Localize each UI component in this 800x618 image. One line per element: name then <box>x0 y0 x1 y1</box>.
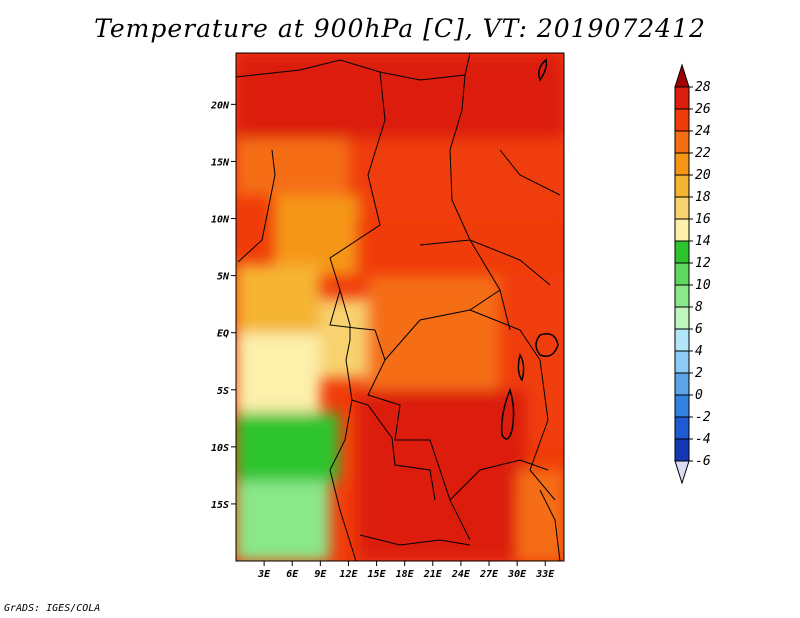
colorbar-label: 6 <box>695 322 703 337</box>
colorbar-label: 22 <box>695 146 711 161</box>
colorbar-label: 16 <box>695 212 711 227</box>
x-tick-label: 21E <box>423 569 443 580</box>
region-cameroon-highlands <box>273 195 358 276</box>
colorbar-label: 12 <box>695 256 711 271</box>
x-tick-label: 3E <box>257 569 271 580</box>
x-tick-label: 9E <box>314 569 327 580</box>
colorbar-label: -6 <box>695 454 711 469</box>
x-tick-label: 33E <box>535 569 555 580</box>
colorbar-swatch <box>674 174 690 198</box>
colorbar-swatch <box>674 240 690 264</box>
colorbar-label: 26 <box>695 102 711 117</box>
x-axis: 3E 6E 9E 12E 15E 18E 21E 24E 27E 30E 33E <box>257 561 555 580</box>
y-tick-label: 15S <box>211 500 229 511</box>
y-tick-label: 5N <box>217 272 230 283</box>
x-tick-label: 12E <box>339 569 358 580</box>
y-tick-label: 10N <box>211 215 230 226</box>
region-zambia-interior <box>423 401 518 493</box>
colorbar-label: 28 <box>695 80 711 95</box>
x-tick-label: 15E <box>368 569 387 580</box>
x-tick-label: 6E <box>286 569 299 580</box>
colorbar-label: 8 <box>695 300 703 315</box>
y-tick-label: 5S <box>217 386 229 397</box>
region-congo-basin <box>367 275 499 390</box>
region-atlantic-south <box>236 481 330 561</box>
region-central-north <box>348 138 564 219</box>
x-tick-label: 30E <box>507 569 527 580</box>
y-axis: 20N 15N 10N 5N EQ 5S 10S 15S <box>210 100 236 511</box>
y-tick-label: 15N <box>211 157 230 168</box>
colorbar-swatch <box>674 196 690 220</box>
colorbar-swatch <box>674 284 690 308</box>
colorbar-swatch <box>674 438 690 462</box>
colorbar-swatch <box>674 394 690 418</box>
colorbar-swatch <box>674 306 690 330</box>
colorbar-swatch <box>674 416 690 440</box>
temperature-field <box>236 53 564 561</box>
colorbar-swatch <box>674 86 690 110</box>
colorbar-label: 24 <box>695 124 711 139</box>
colorbar-label: 2 <box>695 366 703 381</box>
region-mozambique-coast <box>517 469 564 561</box>
chart-title: Temperature at 900hPa [C], VT: 201907241… <box>94 14 706 43</box>
x-tick-label: 27E <box>479 569 499 580</box>
colorbar-label: 18 <box>695 190 711 205</box>
colorbar-label: -4 <box>695 432 711 447</box>
colorbar-swatch <box>674 262 690 286</box>
y-tick-label: EQ <box>217 329 229 340</box>
grads-credit: GrADS: IGES/COLA <box>4 603 101 614</box>
colorbar-label: 0 <box>695 388 703 403</box>
colorbar-label: -2 <box>695 410 711 425</box>
region-atlantic-north <box>236 332 321 413</box>
map-frame <box>235 52 565 562</box>
colorbar-label: 20 <box>695 168 711 183</box>
colorbar-swatch <box>674 108 690 132</box>
y-tick-label: 10S <box>211 443 229 454</box>
region-sahel-west <box>236 138 349 196</box>
colorbar-swatch <box>674 372 690 396</box>
colorbar-swatch <box>674 218 690 242</box>
region-gabon <box>320 298 368 379</box>
colorbar-swatch <box>674 328 690 352</box>
y-tick-label: 20N <box>210 100 230 111</box>
region-north-band <box>236 53 564 139</box>
x-tick-label: 18E <box>396 569 415 580</box>
colorbar-label: 10 <box>695 278 711 293</box>
colorbar-swatch <box>674 130 690 154</box>
colorbar-top-triangle <box>674 63 690 88</box>
colorbar-label: 14 <box>695 234 711 249</box>
lake-outlines <box>500 58 559 440</box>
country-borders <box>236 53 561 561</box>
x-tick-label: 24E <box>451 569 471 580</box>
colorbar-label: 4 <box>695 344 703 359</box>
region-atlantic-mid <box>236 412 340 482</box>
colorbar-swatch <box>674 152 690 176</box>
colorbar-swatch <box>674 350 690 374</box>
colorbar-bottom-triangle <box>674 460 690 485</box>
region-gulf-coast <box>236 264 321 333</box>
